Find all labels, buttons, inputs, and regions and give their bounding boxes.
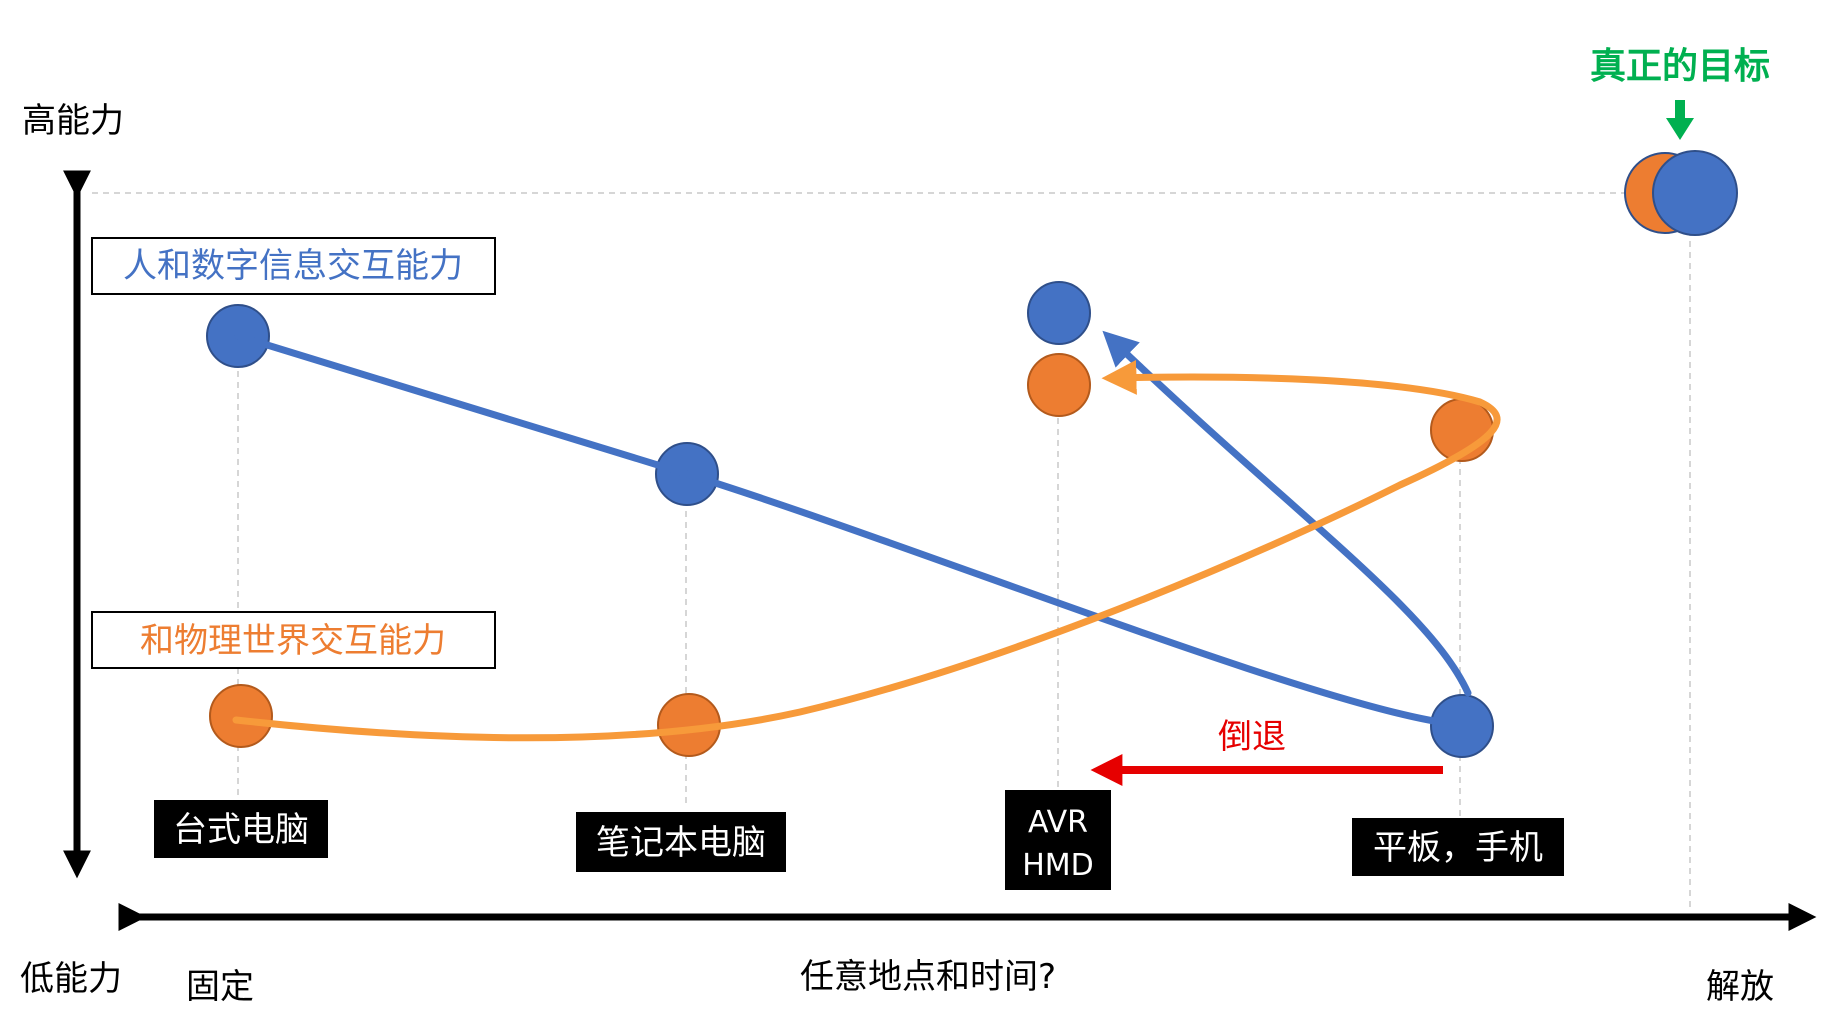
physical-dot-desktop [209, 684, 273, 748]
legend-digital: 人和数字信息交互能力 [91, 237, 496, 295]
device-label-desktop: 台式电脑 [154, 800, 328, 858]
digital-trend-curve [234, 332, 1444, 726]
y-low-label: 低能力 [20, 959, 122, 999]
legend-physical: 和物理世界交互能力 [91, 611, 496, 669]
device-label-hmd: AVR HMD [1005, 790, 1111, 890]
x-center-label: 任意地点和时间? [800, 957, 1056, 997]
y-high-label: 高能力 [22, 101, 124, 141]
x-left-label: 固定 [186, 967, 254, 1007]
device-label-desktop-text: 台式电脑 [173, 810, 309, 850]
device-label-hmd-line2: HMD [1022, 848, 1094, 883]
device-label-laptop: 笔记本电脑 [576, 812, 786, 872]
digital-jump-arrow [1102, 330, 1472, 697]
physical-dot-hmd [1027, 353, 1091, 417]
physical-trend-curve [232, 359, 1501, 742]
regress-label: 倒退 [1218, 717, 1286, 757]
legend-digital-label: 人和数字信息交互能力 [123, 246, 463, 286]
target-digital-dot [1652, 150, 1738, 236]
legend-physical-label: 和物理世界交互能力 [140, 621, 446, 661]
x-right-label: 解放 [1706, 967, 1774, 1007]
device-label-hmd-line1: AVR [1028, 805, 1088, 840]
digital-dot-hmd [1027, 281, 1091, 345]
device-label-laptop-text: 笔记本电脑 [596, 823, 766, 863]
guide-lines [92, 192, 1691, 912]
device-label-mobile: 平板，手机 [1352, 818, 1564, 876]
target-arrow [1666, 100, 1694, 140]
digital-dot-mobile [1430, 694, 1494, 758]
device-label-mobile-text: 平板，手机 [1373, 828, 1543, 868]
target-label: 真正的目标 [1590, 46, 1770, 87]
